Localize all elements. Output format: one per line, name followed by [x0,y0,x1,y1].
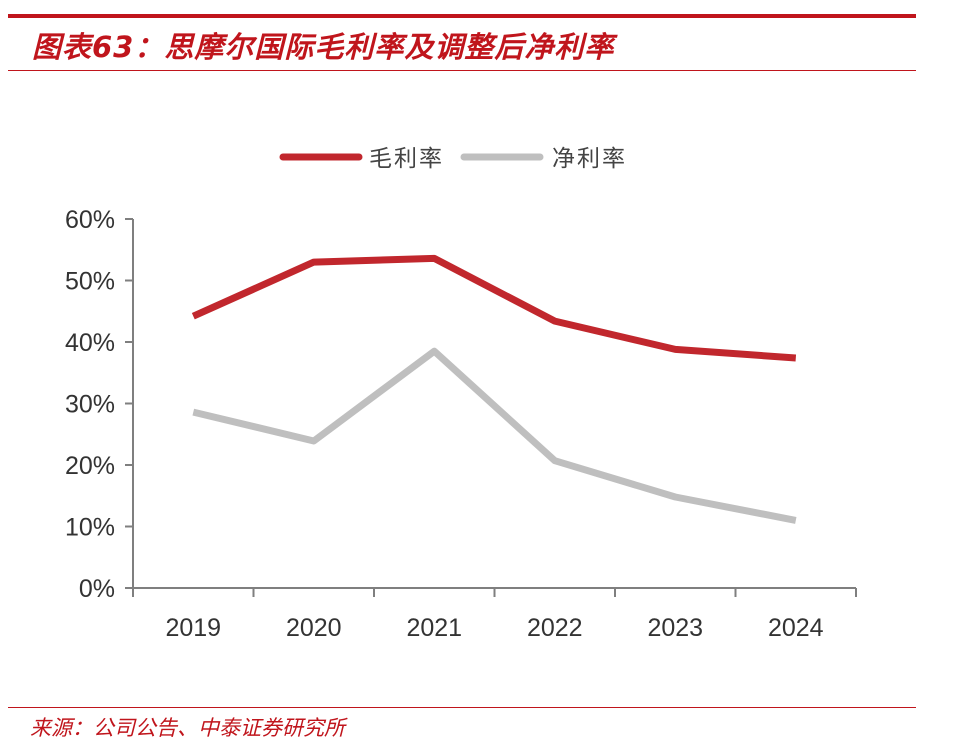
x-tick-label: 2020 [286,614,342,642]
x-tick-label: 2023 [647,614,703,642]
line-chart: 毛利率 净利率 0% 10% 20% 30% 40% 50% 60% 2019 2020 2021 2… [65,146,857,642]
y-tick-label: 0% [79,575,115,603]
y-tick-label: 50% [65,268,115,296]
y-tick-label: 20% [65,452,115,480]
top-rule [8,14,916,18]
series-line-0 [191,254,797,362]
legend-label: 净利率 [552,146,627,172]
x-tick-label: 2022 [527,614,583,642]
bottom-rule [8,707,916,708]
series-line-1 [192,347,797,524]
x-tick-label: 2024 [768,614,824,642]
x-tick-label: 2021 [406,614,462,642]
axes: 0% 10% 20% 30% 40% 50% 60% 2019 2020 2021 2022 2023… [65,206,857,642]
source-note: 来源：公司公告、中泰证券研究所 [30,716,345,740]
y-tick-label: 40% [65,329,115,357]
x-tick-label: 2019 [165,614,221,642]
y-tick-label: 60% [65,206,115,234]
legend: 毛利率 净利率 [279,146,627,172]
legend-label: 毛利率 [369,146,444,172]
title-rule [8,70,916,71]
y-tick-label: 30% [65,391,115,419]
series-layer [191,254,797,524]
chart-title: 图表63：思摩尔国际毛利率及调整后净利率 [32,30,615,64]
y-tick-label: 10% [65,514,115,542]
